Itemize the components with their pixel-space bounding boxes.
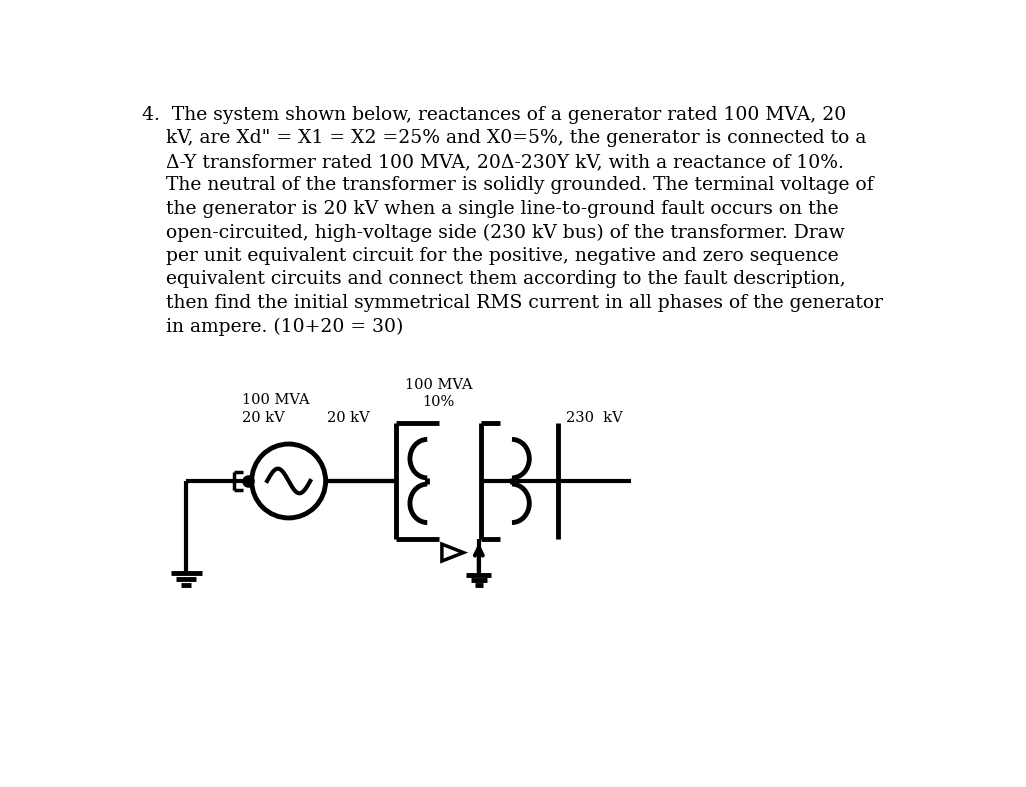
- Text: in ampere. (10+20 = 30): in ampere. (10+20 = 30): [143, 317, 404, 335]
- Text: then find the initial symmetrical RMS current in all phases of the generator: then find the initial symmetrical RMS cu…: [143, 294, 883, 312]
- Text: open-circuited, high-voltage side (230 kV bus) of the transformer. Draw: open-circuited, high-voltage side (230 k…: [143, 224, 845, 242]
- Text: 4.  The system shown below, reactances of a generator rated 100 MVA, 20: 4. The system shown below, reactances of…: [143, 106, 846, 124]
- Text: the generator is 20 kV when a single line-to-ground fault occurs on the: the generator is 20 kV when a single lin…: [143, 200, 839, 218]
- Text: per unit equivalent circuit for the positive, negative and zero sequence: per unit equivalent circuit for the posi…: [143, 247, 839, 265]
- Text: 100 MVA
10%: 100 MVA 10%: [405, 378, 473, 409]
- Text: kV, are Xd" = X1 = X2 =25% and X0=5%, the generator is connected to a: kV, are Xd" = X1 = X2 =25% and X0=5%, th…: [143, 130, 867, 147]
- Text: 230  kV: 230 kV: [566, 411, 623, 425]
- Text: equivalent circuits and connect them according to the fault description,: equivalent circuits and connect them acc…: [143, 271, 846, 288]
- Text: The neutral of the transformer is solidly grounded. The terminal voltage of: The neutral of the transformer is solidl…: [143, 176, 874, 194]
- Text: 100 MVA
20 kV: 100 MVA 20 kV: [242, 394, 310, 425]
- Text: 20 kV: 20 kV: [326, 411, 369, 425]
- Text: Δ-Y transformer rated 100 MVA, 20Δ-230Y kV, with a reactance of 10%.: Δ-Y transformer rated 100 MVA, 20Δ-230Y …: [143, 153, 844, 171]
